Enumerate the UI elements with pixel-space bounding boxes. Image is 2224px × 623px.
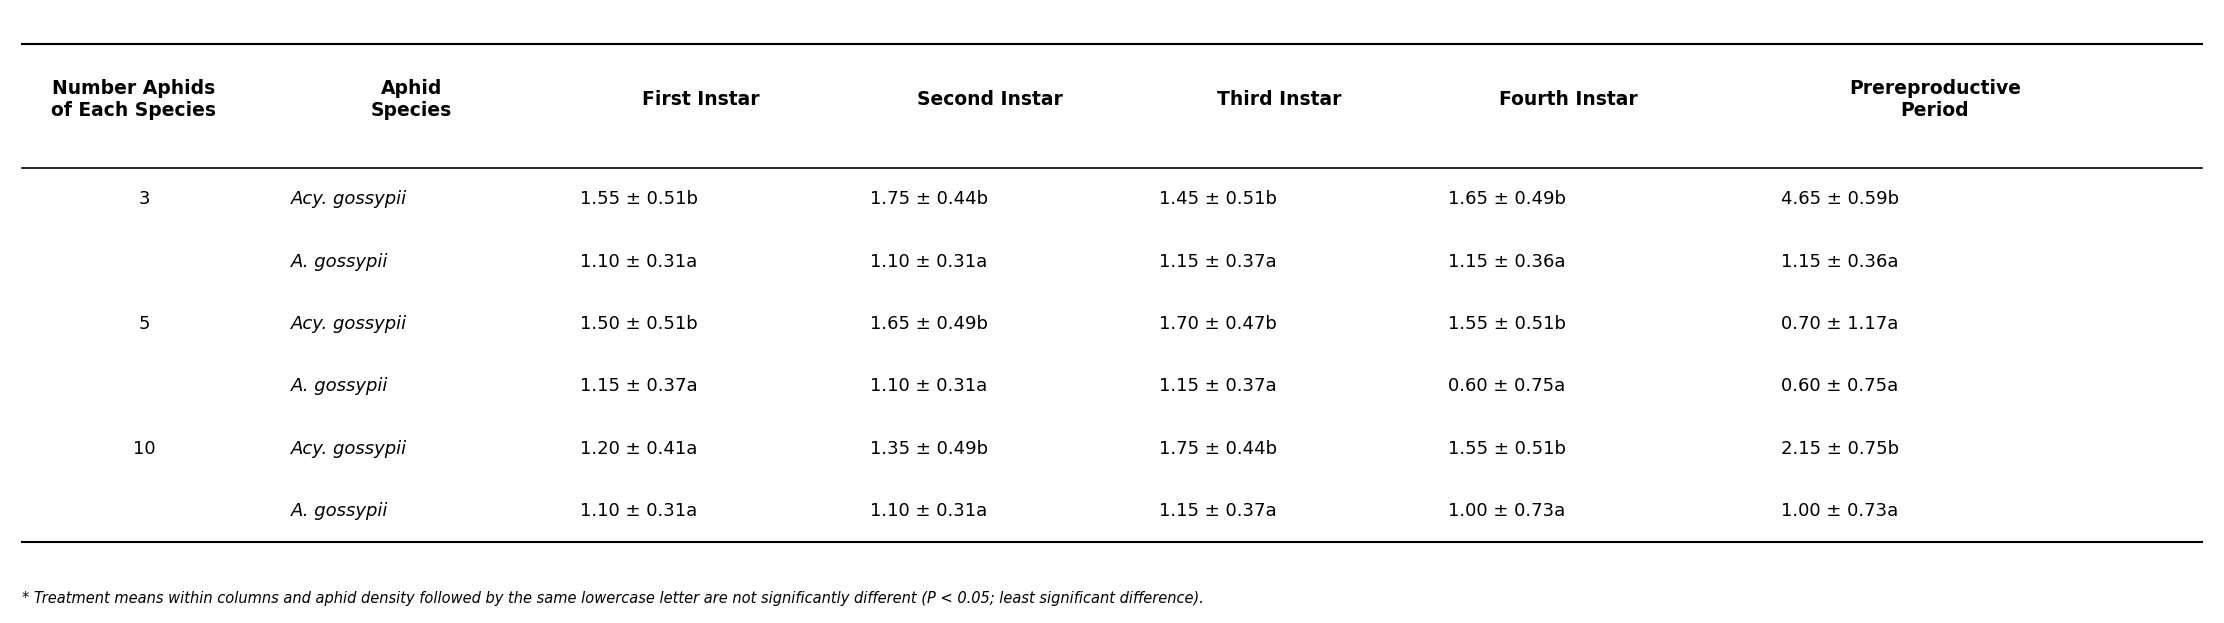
Text: Second Instar: Second Instar [916, 90, 1063, 109]
Text: 1.15 ± 0.37a: 1.15 ± 0.37a [580, 378, 698, 395]
Text: 1.15 ± 0.37a: 1.15 ± 0.37a [1159, 253, 1277, 270]
Text: 1.15 ± 0.36a: 1.15 ± 0.36a [1448, 253, 1566, 270]
Text: Aphid
Species: Aphid Species [371, 79, 451, 120]
Text: Acy. gossypii: Acy. gossypii [291, 191, 407, 208]
Text: Acy. gossypii: Acy. gossypii [291, 315, 407, 333]
Text: 1.70 ± 0.47b: 1.70 ± 0.47b [1159, 315, 1277, 333]
Text: 1.55 ± 0.51b: 1.55 ± 0.51b [1448, 315, 1566, 333]
Text: 1.15 ± 0.37a: 1.15 ± 0.37a [1159, 502, 1277, 520]
Text: 1.00 ± 0.73a: 1.00 ± 0.73a [1781, 502, 1899, 520]
Text: Third Instar: Third Instar [1217, 90, 1341, 109]
Text: 1.65 ± 0.49b: 1.65 ± 0.49b [870, 315, 987, 333]
Text: 1.15 ± 0.37a: 1.15 ± 0.37a [1159, 378, 1277, 395]
Text: Fourth Instar: Fourth Instar [1499, 90, 1637, 109]
Text: 1.75 ± 0.44b: 1.75 ± 0.44b [1159, 440, 1277, 457]
Text: 1.10 ± 0.31a: 1.10 ± 0.31a [870, 253, 987, 270]
Text: 1.55 ± 0.51b: 1.55 ± 0.51b [580, 191, 698, 208]
Text: 0.60 ± 0.75a: 0.60 ± 0.75a [1448, 378, 1566, 395]
Text: 1.10 ± 0.31a: 1.10 ± 0.31a [870, 378, 987, 395]
Text: 1.10 ± 0.31a: 1.10 ± 0.31a [870, 502, 987, 520]
Text: 4.65 ± 0.59b: 4.65 ± 0.59b [1781, 191, 1899, 208]
Text: 1.55 ± 0.51b: 1.55 ± 0.51b [1448, 440, 1566, 457]
Text: Number Aphids
of Each Species: Number Aphids of Each Species [51, 79, 216, 120]
Text: A. gossypii: A. gossypii [291, 378, 389, 395]
Text: Acy. gossypii: Acy. gossypii [291, 440, 407, 457]
Text: 0.70 ± 1.17a: 0.70 ± 1.17a [1781, 315, 1899, 333]
Text: 1.50 ± 0.51b: 1.50 ± 0.51b [580, 315, 698, 333]
Text: 1.65 ± 0.49b: 1.65 ± 0.49b [1448, 191, 1566, 208]
Text: 3: 3 [138, 191, 151, 208]
Text: 1.45 ± 0.51b: 1.45 ± 0.51b [1159, 191, 1277, 208]
Text: 5: 5 [138, 315, 151, 333]
Text: First Instar: First Instar [643, 90, 758, 109]
Text: 1.75 ± 0.44b: 1.75 ± 0.44b [870, 191, 987, 208]
Text: 1.35 ± 0.49b: 1.35 ± 0.49b [870, 440, 987, 457]
Text: 1.00 ± 0.73a: 1.00 ± 0.73a [1448, 502, 1566, 520]
Text: * Treatment means within columns and aphid density followed by the same lowercas: * Treatment means within columns and aph… [22, 591, 1203, 606]
Text: A. gossypii: A. gossypii [291, 253, 389, 270]
Text: 1.15 ± 0.36a: 1.15 ± 0.36a [1781, 253, 1899, 270]
Text: 1.10 ± 0.31a: 1.10 ± 0.31a [580, 502, 698, 520]
Text: 2.15 ± 0.75b: 2.15 ± 0.75b [1781, 440, 1899, 457]
Text: 0.60 ± 0.75a: 0.60 ± 0.75a [1781, 378, 1899, 395]
Text: 10: 10 [133, 440, 156, 457]
Text: 1.20 ± 0.41a: 1.20 ± 0.41a [580, 440, 698, 457]
Text: Prereproductive
Period: Prereproductive Period [1848, 79, 2022, 120]
Text: A. gossypii: A. gossypii [291, 502, 389, 520]
Text: 1.10 ± 0.31a: 1.10 ± 0.31a [580, 253, 698, 270]
